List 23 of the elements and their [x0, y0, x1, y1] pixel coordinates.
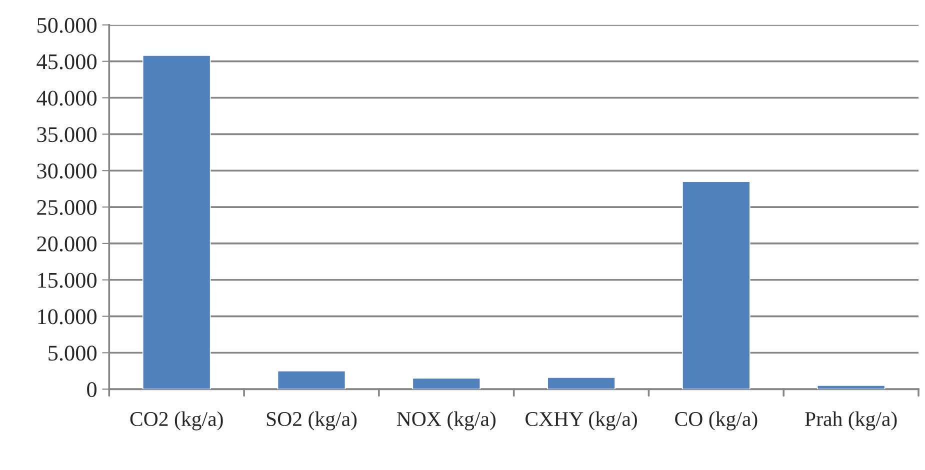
y-tick-label: 50.000: [38, 18, 96, 33]
y-tick-label: 25.000: [37, 200, 96, 216]
y-tick-label: 35.000: [37, 127, 96, 142]
x-tick-label: CO (kg/a): [675, 411, 758, 430]
x-tick-label: CXHY (kg/a): [526, 411, 637, 430]
y-tick-label: 40.000: [36, 90, 96, 106]
x-tick-label: NOX (kg/a): [396, 411, 496, 430]
bar: [142, 55, 211, 390]
y-tick-label: 0: [87, 382, 96, 398]
bar: [412, 378, 481, 390]
y-tick-label: 15.000: [38, 272, 96, 288]
y-tick-label: 30.000: [37, 164, 96, 179]
y-tick-label: 5.000: [48, 346, 96, 361]
bar: [547, 377, 616, 390]
y-tick-label: 20.000: [37, 236, 96, 252]
x-tick-label: Prah (kg/a): [805, 411, 897, 430]
y-tick-label: 45.000: [36, 54, 96, 70]
x-tick-label: CO2 (kg/a): [130, 411, 223, 430]
x-tick-label: SO2 (kg/a): [266, 411, 357, 430]
bar: [682, 181, 750, 390]
bar: [277, 370, 346, 390]
y-tick-label: 10.000: [38, 309, 96, 324]
bar: [816, 385, 886, 390]
